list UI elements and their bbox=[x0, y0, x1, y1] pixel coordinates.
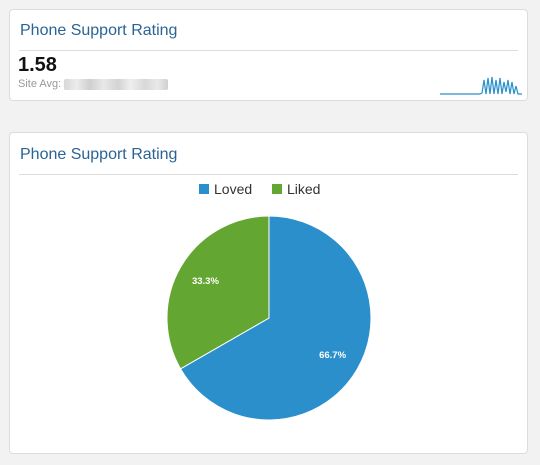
pie-chart: Loved Liked 66.7% 33.3% bbox=[166, 181, 372, 421]
pie-divider bbox=[19, 174, 518, 175]
pie-slice-liked[interactable] bbox=[166, 215, 270, 370]
site-avg-value-blurred bbox=[64, 78, 169, 90]
summary-title: Phone Support Rating bbox=[20, 22, 178, 39]
pie-card: Phone Support Rating Loved Liked 66.7% 33.… bbox=[9, 132, 528, 454]
slice-label-liked: 33.3% bbox=[192, 276, 219, 287]
pie-title: Phone Support Rating bbox=[20, 146, 178, 163]
legend-swatch-liked bbox=[272, 184, 282, 194]
site-avg: Site Avg: bbox=[18, 78, 169, 90]
sparkline-line bbox=[440, 76, 522, 95]
sparkline-chart bbox=[440, 76, 522, 95]
chart-legend: Loved Liked bbox=[199, 181, 320, 197]
slice-label-loved: 66.7% bbox=[319, 350, 346, 361]
legend-label-loved: Loved bbox=[214, 181, 252, 197]
pie-slices bbox=[166, 215, 372, 421]
pie-slice-labels: 66.7% 33.3% bbox=[192, 276, 347, 361]
summary-card: Phone Support Rating 1.58 Site Avg: bbox=[9, 9, 528, 101]
pie-slice-loved[interactable] bbox=[179, 215, 372, 421]
site-avg-label: Site Avg: bbox=[18, 78, 62, 90]
legend-swatch-loved bbox=[199, 184, 209, 194]
legend-label-liked: Liked bbox=[287, 181, 320, 197]
rating-value: 1.58 bbox=[18, 54, 57, 76]
summary-divider bbox=[19, 50, 518, 51]
